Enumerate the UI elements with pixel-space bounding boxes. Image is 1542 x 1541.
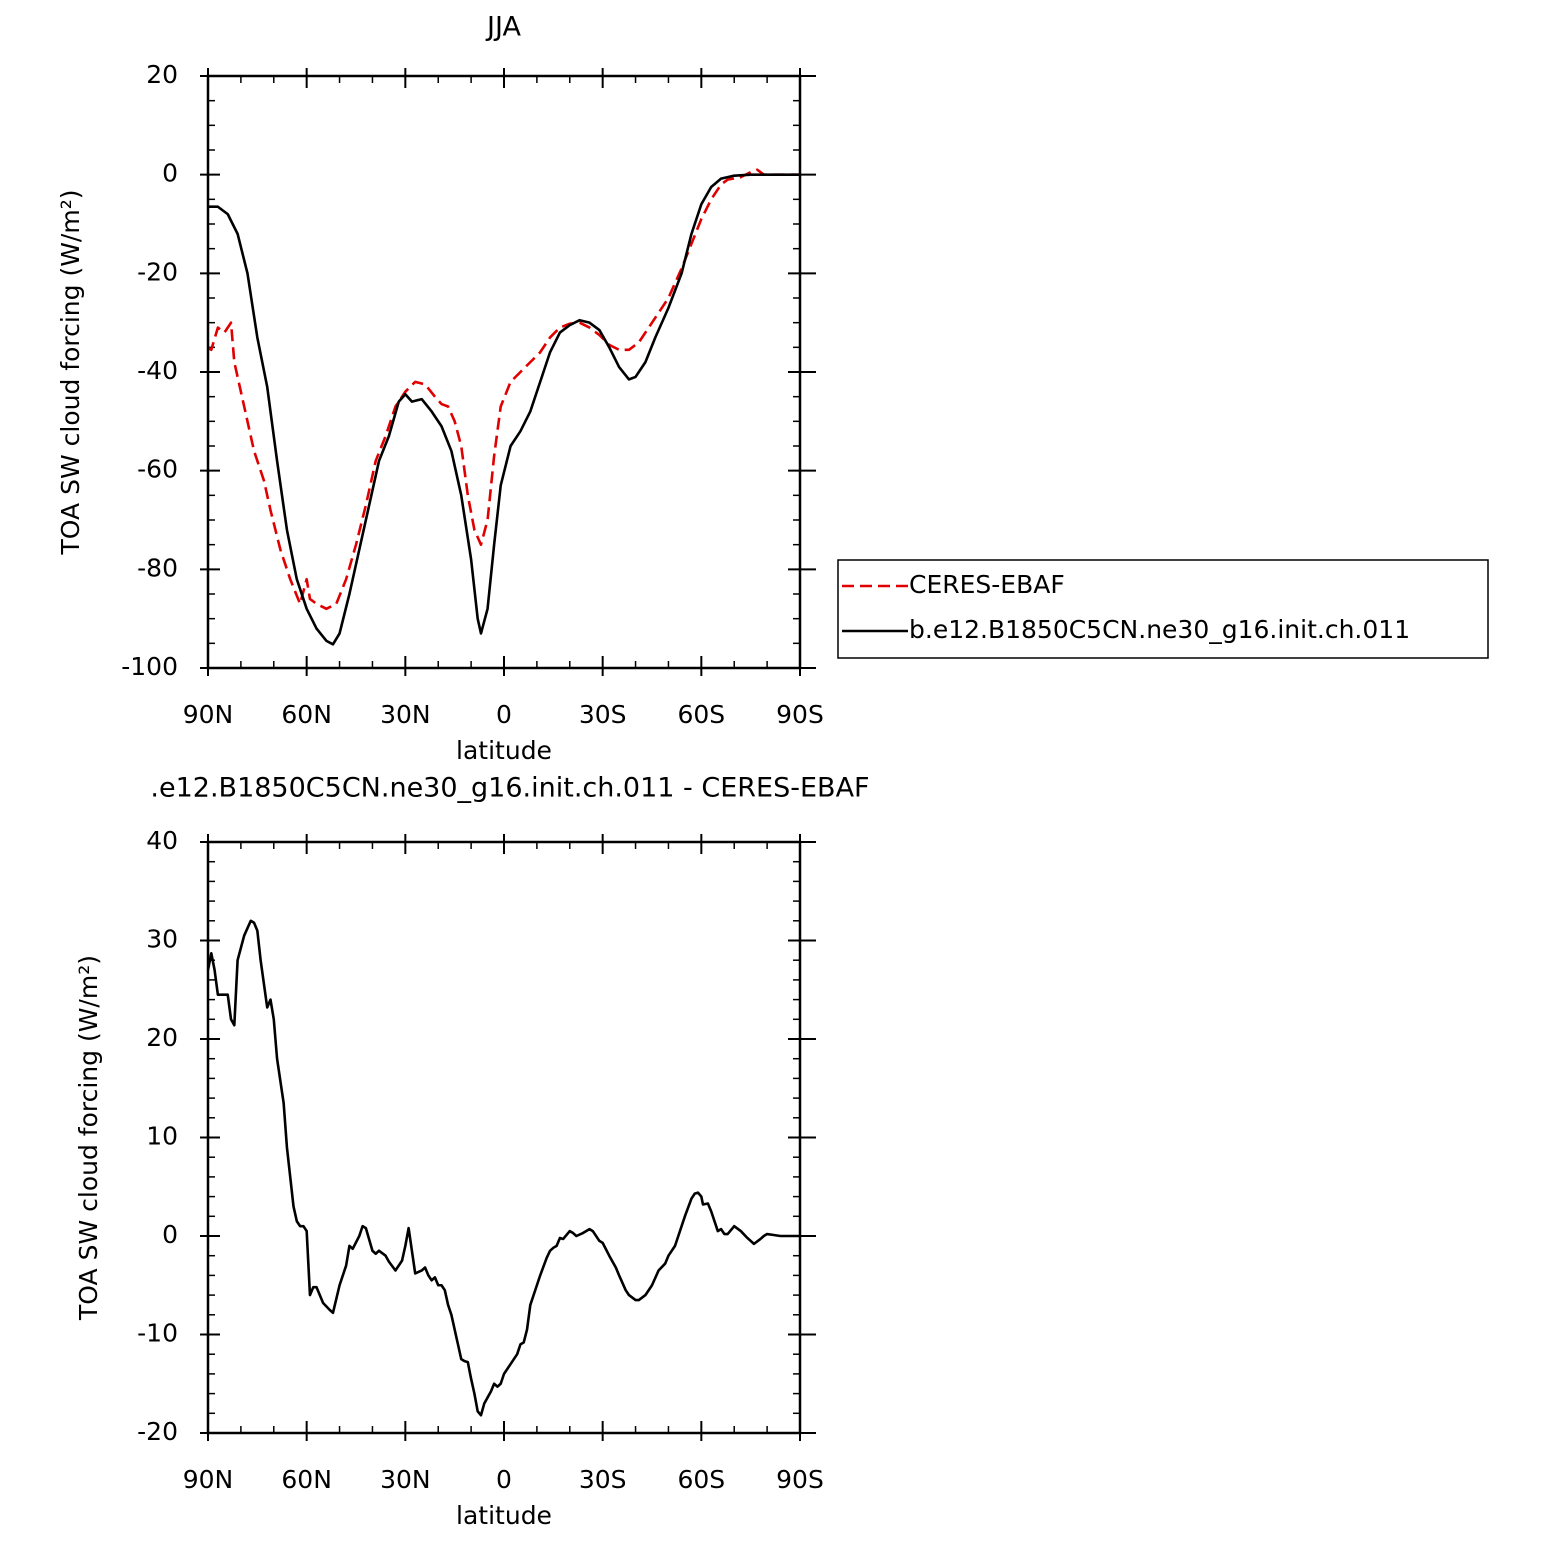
x-tick-label: 60S bbox=[677, 700, 725, 729]
y-tick-label: -20 bbox=[137, 257, 178, 286]
data-line bbox=[208, 173, 800, 646]
y-tick-label: 30 bbox=[146, 925, 178, 954]
y-axis-label: TOA SW cloud forcing (W/m²) bbox=[56, 190, 85, 556]
y-tick-label: 10 bbox=[146, 1122, 178, 1151]
y-tick-label: 0 bbox=[162, 1220, 178, 1249]
x-tick-label: 90N bbox=[183, 1465, 234, 1494]
legend-box bbox=[837, 559, 1489, 659]
y-tick-label: -20 bbox=[137, 1417, 178, 1446]
y-tick-label: 20 bbox=[146, 1023, 178, 1052]
y-tick-label: -60 bbox=[137, 455, 178, 484]
y-tick-label: -40 bbox=[137, 356, 178, 385]
x-tick-label: 60N bbox=[281, 700, 332, 729]
x-tick-label: 30N bbox=[380, 700, 431, 729]
y-tick-label: 40 bbox=[146, 826, 178, 855]
plot-frame bbox=[206, 840, 802, 1435]
x-tick-label: 0 bbox=[496, 1465, 512, 1494]
legend-label: b.e12.B1850C5CN.ne30_g16.init.ch.011 bbox=[909, 615, 1410, 644]
chart-title: JJA bbox=[485, 12, 521, 43]
chart-title: .e12.B1850C5CN.ne30_g16.init.ch.011 - CE… bbox=[150, 773, 869, 804]
x-tick-label: 0 bbox=[496, 700, 512, 729]
data-line bbox=[206, 919, 800, 1417]
x-tick-label: 90S bbox=[776, 700, 824, 729]
x-tick-label: 60S bbox=[677, 1465, 725, 1494]
y-tick-label: -10 bbox=[137, 1319, 178, 1348]
y-tick-label: 20 bbox=[146, 60, 178, 89]
x-tick-label: 90N bbox=[183, 700, 234, 729]
y-tick-label: -100 bbox=[121, 652, 178, 681]
x-tick-label: 30S bbox=[579, 700, 627, 729]
x-tick-label: 60N bbox=[281, 1465, 332, 1494]
x-tick-label: 30N bbox=[380, 1465, 431, 1494]
y-axis-label: TOA SW cloud forcing (W/m²) bbox=[74, 955, 103, 1321]
x-axis-label: latitude bbox=[456, 1501, 552, 1530]
y-tick-label: 0 bbox=[162, 159, 178, 188]
x-axis-label: latitude bbox=[456, 736, 552, 765]
plot-frame bbox=[206, 74, 802, 670]
x-tick-label: 30S bbox=[579, 1465, 627, 1494]
y-tick-label: -80 bbox=[137, 553, 178, 582]
x-tick-label: 90S bbox=[776, 1465, 824, 1494]
legend-label: CERES-EBAF bbox=[909, 570, 1065, 599]
data-line bbox=[207, 168, 800, 611]
